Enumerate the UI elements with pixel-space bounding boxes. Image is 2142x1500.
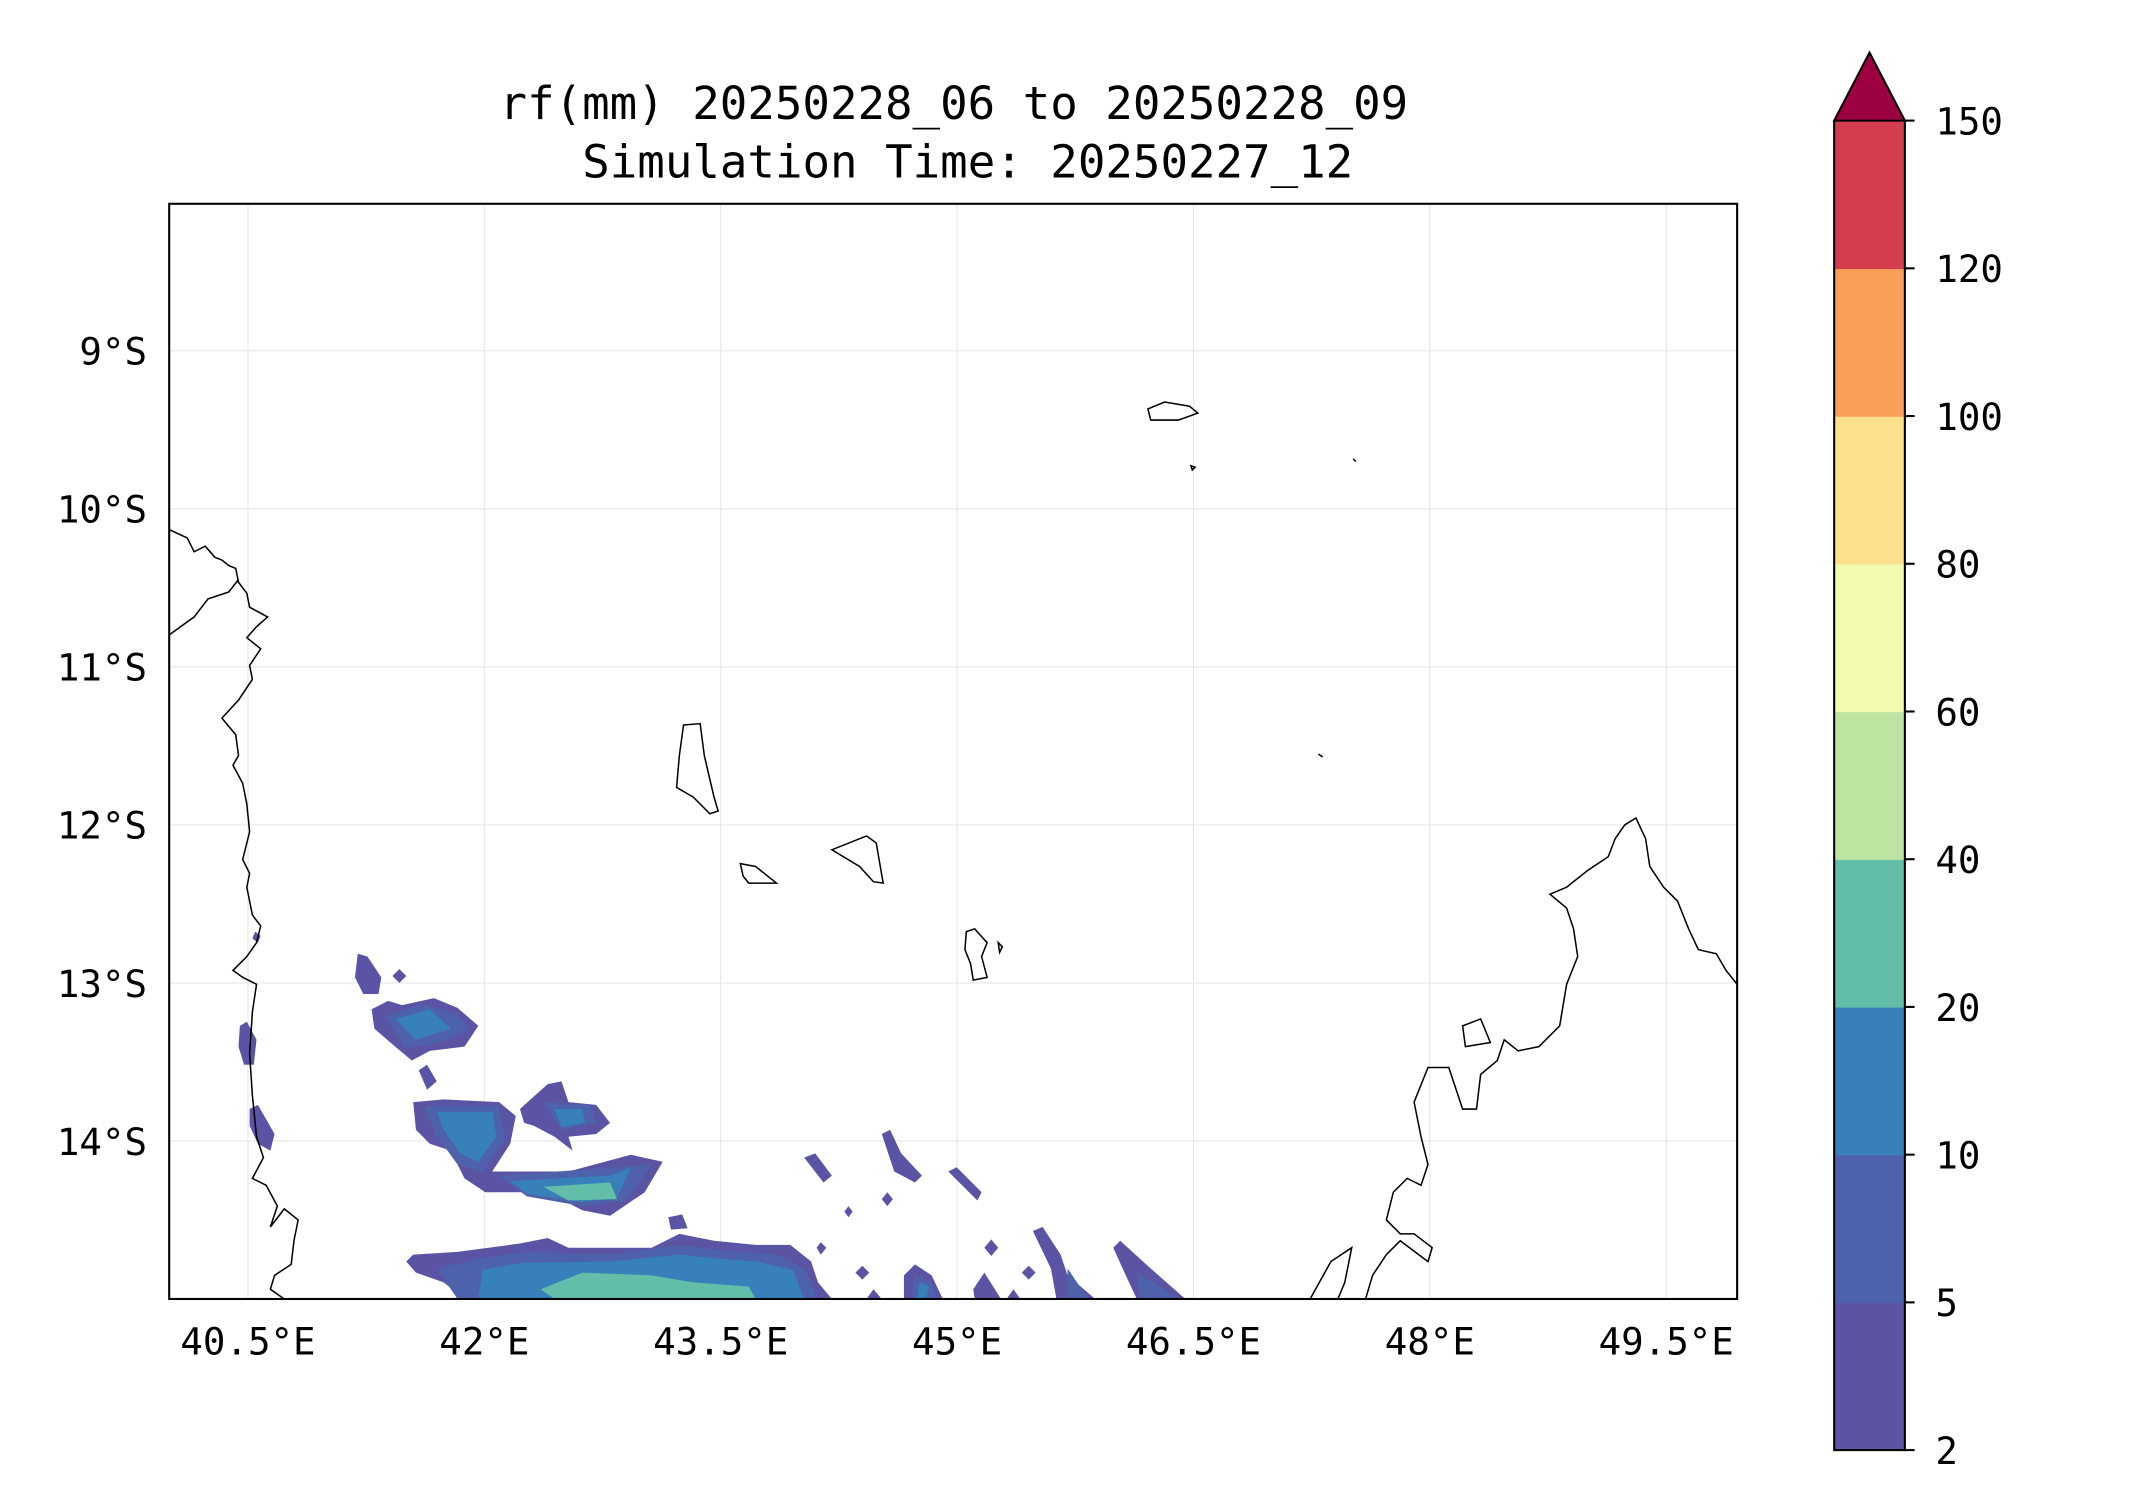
x-tick-label: 43.5°E — [653, 1319, 788, 1363]
x-tick-label: 48°E — [1385, 1319, 1475, 1363]
x-tick-label: 46.5°E — [1126, 1319, 1261, 1363]
colorbar-segment — [1834, 859, 1905, 1008]
colorbar-segment — [1834, 120, 1905, 270]
coastlines — [169, 401, 1738, 1299]
island-moheli — [739, 862, 779, 884]
colorbar-tick-label: 40 — [1935, 838, 1980, 882]
colorbar-segment — [1834, 1006, 1905, 1156]
colorbar-tick-label: 5 — [1935, 1281, 1958, 1325]
coastline-madagascar-west — [1309, 1246, 1353, 1299]
x-tick-label: 42°E — [439, 1319, 529, 1363]
y-tick-label: 12°S — [57, 804, 147, 848]
island-aldabra — [1147, 401, 1200, 421]
colorbar-segment — [1834, 268, 1905, 417]
y-axis: 9°S 10°S 11°S 12°S 13°S 14°S — [57, 330, 147, 1164]
colorbar-frame — [1833, 120, 1906, 1452]
contour-20-40 — [540, 1182, 756, 1299]
colorbar-segment — [1834, 563, 1905, 713]
y-tick-label: 11°S — [57, 646, 147, 690]
y-tick-label: 10°S — [57, 488, 147, 532]
coastline-madagascar — [1364, 816, 1738, 1299]
colorbar-tick-label: 100 — [1935, 395, 2003, 439]
colorbar-tick-label: 20 — [1935, 986, 1980, 1030]
island-anjouan — [830, 835, 885, 884]
x-tick-label: 40.5°E — [180, 1319, 315, 1363]
contour-2-5 — [238, 931, 1186, 1299]
y-tick-label: 14°S — [57, 1120, 147, 1164]
chart-subtitle: Simulation Time: 20250227_12 — [582, 135, 1353, 188]
colorbar-tick-label: 60 — [1935, 690, 1980, 734]
colorbar-segment — [1834, 416, 1905, 565]
colorbar-tick-label: 80 — [1935, 543, 1980, 587]
chart-title: rf(mm) 20250228_06 to 20250228_09 — [500, 77, 1409, 130]
colorbar-segment — [1834, 711, 1905, 860]
y-tick-label: 13°S — [57, 962, 147, 1006]
islet — [1189, 458, 1357, 758]
island-grande-comore — [675, 722, 720, 815]
colorbar-extend-arrow — [1832, 50, 1907, 122]
colorbar-tick-label: 150 — [1935, 99, 2003, 143]
colorbar-tick-label: 10 — [1935, 1134, 1980, 1178]
colorbar-tick-label: 2 — [1935, 1429, 1958, 1473]
rainfall-contours — [238, 931, 1186, 1299]
colorbar-tick-label: 120 — [1935, 247, 2003, 291]
plot-frame — [168, 202, 1739, 1301]
island-nosy-be — [1461, 1017, 1492, 1048]
island-mayotte — [964, 927, 1004, 982]
x-tick-label: 49.5°E — [1599, 1319, 1734, 1363]
coastline-africa — [169, 528, 299, 1299]
gridlines — [169, 203, 1738, 1299]
x-axis: 40.5°E 42°E 43.5°E 45°E 46.5°E 48°E 49.5°E — [180, 1319, 1733, 1363]
coastline-africa-north — [169, 579, 240, 636]
colorbar-segment — [1834, 1302, 1905, 1451]
colorbar: 2 5 10 20 40 60 80 100 120 150 — [1832, 50, 2003, 1473]
y-tick-label: 9°S — [79, 330, 147, 374]
x-tick-label: 45°E — [912, 1319, 1002, 1363]
colorbar-segment — [1834, 1154, 1905, 1304]
